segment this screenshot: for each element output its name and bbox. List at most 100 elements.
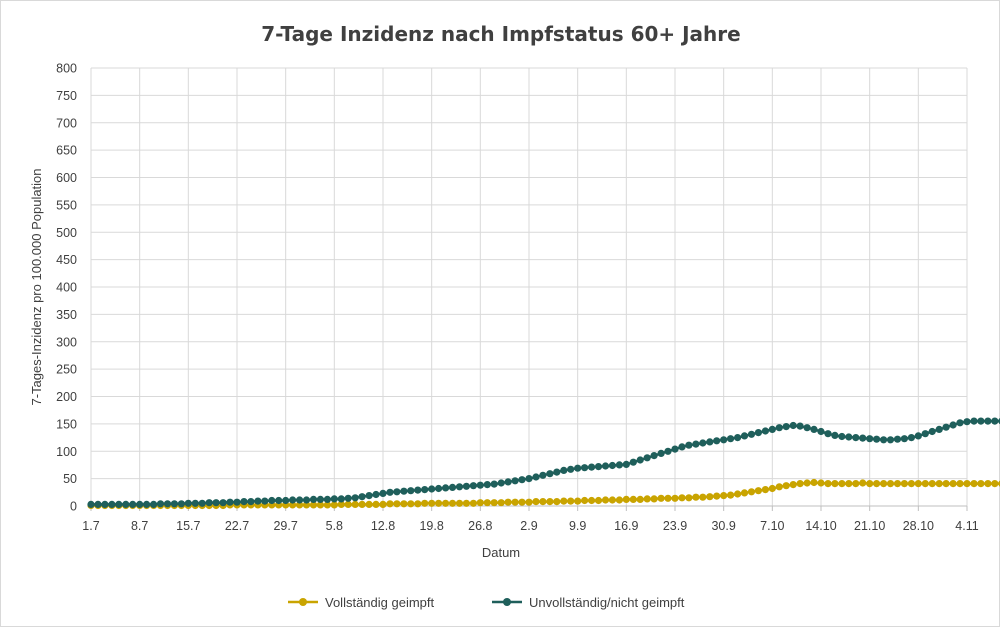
data-point [768,484,776,493]
y-tick-label: 600 [56,171,77,185]
data-point [282,496,290,505]
data-point [991,480,999,488]
data-point [594,496,603,505]
x-tick-label: 4.11 [955,519,978,533]
data-point [761,427,770,435]
y-tick-label: 250 [56,363,77,377]
data-point [379,489,387,497]
data-point [511,477,519,485]
data-point [706,438,714,446]
data-point [866,480,874,488]
data-point [852,480,860,488]
x-tick-label: 14.10 [805,519,836,533]
data-point [838,432,846,441]
series-vollstaendig [87,478,1000,510]
data-point [977,480,985,488]
data-point [150,500,158,508]
data-point [525,498,533,506]
data-point [546,470,554,478]
data-point [782,482,790,490]
data-point [156,500,165,508]
data-point [94,500,102,508]
data-point [747,430,756,438]
data-point [622,460,630,468]
x-tick-label: 15.7 [176,519,200,533]
data-point [907,434,916,442]
data-point [414,500,422,508]
x-tick-label: 12.8 [371,519,395,533]
data-point [490,480,498,488]
legend-item-vollstaendig[interactable]: Vollständig geimpft [288,595,435,610]
x-axis-ticks: 1.7 8.7 15.7 22.7 29.7 5.8 12.8 19.8 26.8 2.9 9.9 1… [82,519,978,533]
data-point [754,429,763,437]
legend-label-unvollstaendig: Unvollständig/nicht geimpft [529,595,685,610]
data-point [629,495,637,503]
data-point [407,500,415,508]
data-point [727,491,735,499]
data-point [539,498,547,506]
data-point [720,436,728,444]
y-tick-label: 300 [56,335,77,349]
data-point [949,421,957,429]
data-point [400,487,408,495]
data-point [560,497,568,505]
data-point [254,497,262,505]
data-point [692,493,700,501]
data-point [546,498,554,506]
data-point [358,493,366,501]
x-tick-label: 1.7 [82,519,99,533]
data-point [490,499,498,507]
data-point [970,417,978,425]
data-point [504,498,512,506]
data-point [734,434,742,442]
legend-marker-vollstaendig [299,598,307,606]
data-point [143,500,151,508]
data-point [615,461,624,469]
legend: Vollständig geimpft Unvollständig/nicht … [288,595,685,610]
data-point [615,496,624,504]
y-tick-label: 50 [63,472,77,486]
data-point [351,494,359,502]
y-tick-label: 100 [56,445,77,459]
data-point [574,497,582,505]
data-point [775,424,783,432]
data-point [108,500,116,508]
data-point [581,464,589,472]
data-point [455,499,464,507]
x-tick-label: 5.8 [326,519,343,533]
data-point [636,456,644,464]
data-point [921,480,929,488]
data-point [553,468,561,476]
chart-title: 7-Tage Inzidenz nach Impfstatus 60+ Jahr… [261,22,740,46]
data-point [177,500,185,508]
data-point [824,480,832,488]
data-point [893,435,902,443]
data-point [129,500,137,508]
data-point [309,495,318,503]
x-tick-label: 9.9 [569,519,586,533]
legend-item-unvollstaendig[interactable]: Unvollständig/nicht geimpft [492,595,685,610]
data-point [935,425,943,433]
data-point [991,417,999,425]
data-point [886,480,895,488]
data-point [782,423,790,431]
data-point [442,484,450,492]
data-point [622,495,630,503]
data-point [608,496,617,504]
data-point [261,497,269,505]
data-point [678,443,686,451]
data-point [692,440,700,448]
data-point [956,419,964,427]
data-point [893,480,902,488]
x-tick-label: 8.7 [131,519,148,533]
data-point [886,436,895,444]
y-tick-label: 750 [56,89,77,103]
data-point [386,500,394,508]
x-tick-label: 7.10 [760,519,784,533]
y-tick-label: 550 [56,198,77,212]
y-tick-label: 350 [56,308,77,322]
data-point [330,495,338,503]
data-point [469,499,477,507]
data-point [900,480,909,488]
